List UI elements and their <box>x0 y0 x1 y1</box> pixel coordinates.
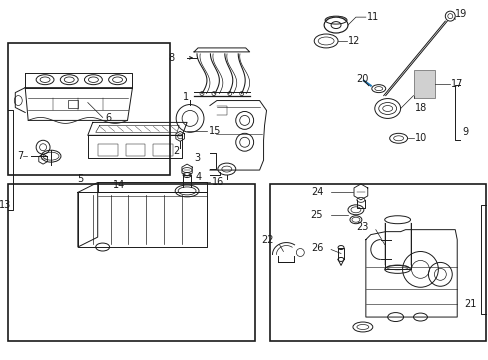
Bar <box>153 144 173 156</box>
Text: 26: 26 <box>310 243 323 252</box>
Bar <box>8 43 170 175</box>
Text: 19: 19 <box>454 9 467 19</box>
Text: 3: 3 <box>193 153 200 163</box>
Bar <box>68 100 78 108</box>
Text: 22: 22 <box>261 235 273 244</box>
Text: 1: 1 <box>183 91 189 102</box>
Text: 6: 6 <box>105 113 112 123</box>
Bar <box>269 184 485 341</box>
Text: 9: 9 <box>461 127 468 137</box>
Text: 12: 12 <box>347 36 360 46</box>
Bar <box>413 70 434 98</box>
Text: 21: 21 <box>464 299 476 309</box>
Text: 14: 14 <box>113 180 125 190</box>
Text: 7: 7 <box>17 151 23 161</box>
Text: 16: 16 <box>211 177 224 187</box>
Text: 13: 13 <box>0 200 11 210</box>
Text: 5: 5 <box>77 174 83 184</box>
Text: 4: 4 <box>196 172 202 182</box>
Text: 20: 20 <box>355 74 367 84</box>
Text: 11: 11 <box>366 12 378 22</box>
Text: 23: 23 <box>356 222 368 232</box>
Bar <box>8 184 254 341</box>
Text: 25: 25 <box>310 210 323 220</box>
Text: 2: 2 <box>173 146 179 156</box>
Text: 8: 8 <box>168 53 174 63</box>
Text: 17: 17 <box>450 79 463 89</box>
Bar <box>125 144 145 156</box>
Text: 24: 24 <box>310 187 323 197</box>
Text: 15: 15 <box>208 126 221 136</box>
Bar <box>98 144 117 156</box>
Text: 18: 18 <box>414 103 426 113</box>
Text: 10: 10 <box>414 133 426 143</box>
